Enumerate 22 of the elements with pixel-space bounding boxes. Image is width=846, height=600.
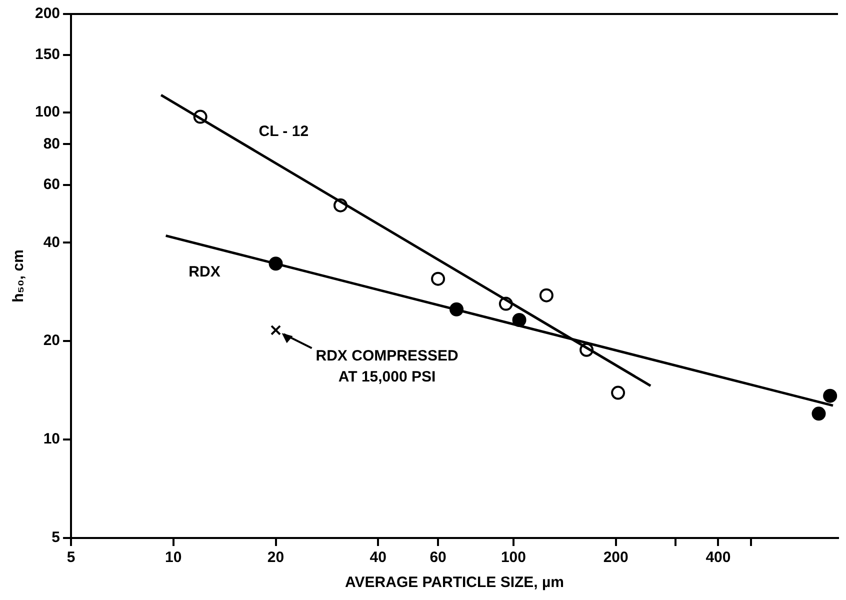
x-axis-title: AVERAGE PARTICLE SIZE, µm <box>345 574 564 592</box>
y-tick-label: 20 <box>43 332 60 350</box>
y-tick-label: 10 <box>43 430 60 448</box>
x-tick-label: 100 <box>500 549 526 566</box>
y-tick-label: 80 <box>43 135 60 152</box>
annotation: RDX COMPRESSED AT 15,000 PSI <box>316 347 458 386</box>
y-tick-label: 60 <box>43 176 60 194</box>
x-tick-label: 5 <box>66 549 76 566</box>
x-tick-label: 400 <box>706 549 731 566</box>
x-tick-label: 60 <box>430 549 446 566</box>
y-tick-label: 150 <box>34 46 60 64</box>
x-tick-label: 40 <box>370 549 386 566</box>
y-tick-label: 100 <box>34 104 60 121</box>
y-tick-label: 40 <box>43 234 60 251</box>
series-label: CL - 12 <box>258 123 309 140</box>
y-axis-title: h₅₀, cm <box>10 250 28 302</box>
y-tick-label: 5 <box>52 529 60 546</box>
y-tick-label: 200 <box>34 5 60 22</box>
x-tick-label: 200 <box>603 549 628 566</box>
series-label: RDX <box>188 264 220 281</box>
x-tick-label: 20 <box>267 549 284 566</box>
x-tick-label: 10 <box>165 549 182 566</box>
